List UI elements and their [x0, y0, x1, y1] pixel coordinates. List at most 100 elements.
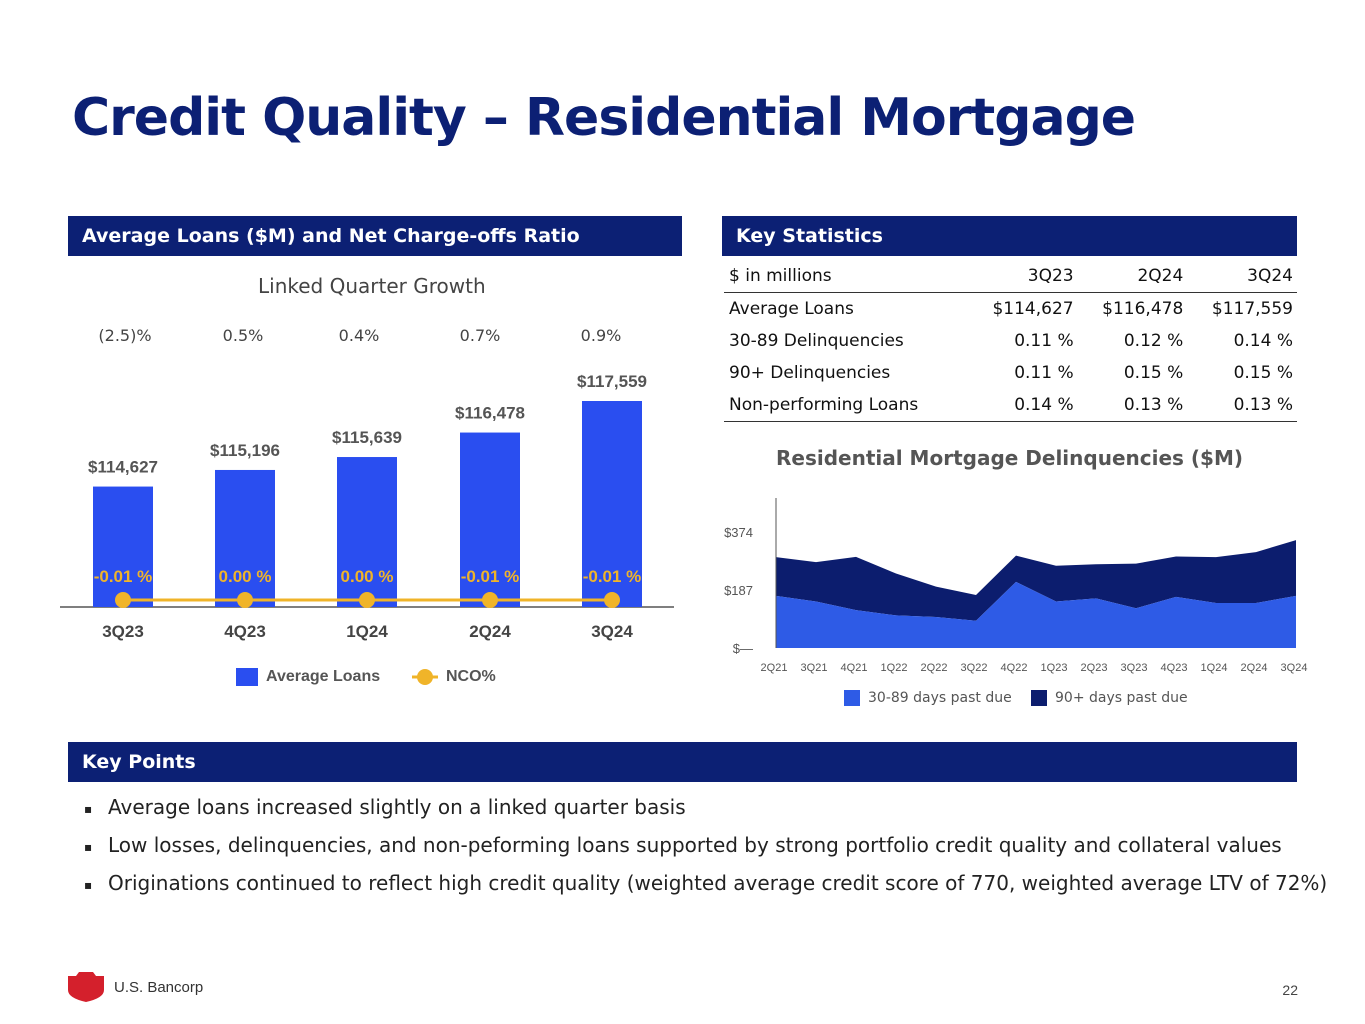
area-30-89-days	[776, 581, 1296, 648]
bar-average-loans	[460, 432, 520, 607]
x-tick-label: 1Q23	[1041, 662, 1068, 674]
table-row: 90+ Delinquencies 0.11 % 0.15 % 0.15 %	[724, 357, 1297, 389]
y-tick-label: $—	[733, 641, 753, 656]
list-item-text: Originations continued to reflect high c…	[108, 871, 1328, 895]
list-item-text: Average loans increased slightly on a li…	[108, 795, 686, 819]
key-points-list: ▪ Average loans increased slightly on a l…	[84, 794, 1327, 908]
table-cell: $117,559	[1211, 299, 1293, 319]
nco-value-label: -0.01 %	[583, 567, 642, 586]
legend-swatch-30-89	[844, 690, 860, 706]
growth-label: 0.7%	[459, 326, 501, 345]
x-tick-label: 4Q21	[841, 662, 868, 674]
x-tick-label: 2Q21	[761, 662, 788, 674]
bar-average-loans	[93, 486, 153, 607]
x-tick-label: 2Q24	[469, 622, 511, 641]
legend-nco: NCO%	[412, 668, 496, 686]
chart-title-linked-quarter-growth: Linked Quarter Growth	[258, 274, 486, 298]
table-cell: Average Loans	[729, 299, 854, 319]
table-cell: 0.14 %	[1233, 331, 1293, 351]
bullet: ▪	[84, 839, 93, 854]
x-tick-label: 2Q22	[921, 662, 948, 674]
x-tick-label: 4Q22	[1001, 662, 1028, 674]
y-tick-label: $187	[724, 583, 753, 598]
nco-point	[237, 592, 253, 608]
bullet: ▪	[84, 801, 93, 816]
nco-value-label: -0.01 %	[94, 567, 153, 586]
nco-point	[604, 592, 620, 608]
bar-value-label: $116,478	[455, 404, 525, 423]
growth-label: 0.9%	[580, 326, 622, 345]
nco-value-label: 0.00 %	[219, 567, 272, 586]
logo-text: U.S. Bancorp	[114, 978, 204, 996]
table-cell: 0.11 %	[1014, 331, 1074, 351]
table-header: 2Q24	[1077, 260, 1188, 293]
x-tick-label: 3Q24	[1281, 662, 1308, 674]
table-row: 30-89 Delinquencies 0.11 % 0.12 % 0.14 %	[724, 325, 1297, 357]
table-header: $ in millions	[724, 260, 968, 293]
legend-30-89: 30-89 days past due	[844, 690, 1012, 706]
x-tick-label: 4Q23	[224, 622, 266, 641]
bar-average-loans	[582, 401, 642, 607]
x-tick-label: 1Q24	[1201, 662, 1228, 674]
table-cell: $114,627	[992, 299, 1074, 319]
x-tick-label: 3Q23	[1121, 662, 1148, 674]
bar-value-label: $115,639	[332, 428, 402, 447]
table-cell: 0.14 %	[967, 389, 1078, 422]
legend-label-30-89: 30-89 days past due	[868, 690, 1012, 706]
x-tick-label: 3Q22	[961, 662, 988, 674]
section-header-key-statistics: Key Statistics	[722, 216, 1297, 256]
table-header: 3Q23	[967, 260, 1078, 293]
table-cell: 0.11 %	[1014, 363, 1074, 383]
average-loans-bar-chart: $114,627 3Q23 $115,196 4Q23 $115,639 1Q24 $116…	[60, 372, 674, 641]
growth-label: 0.5%	[222, 326, 264, 345]
legend-label-average-loans: Average Loans	[266, 668, 381, 685]
table-row: Non-performing Loans 0.14 % 0.13 % 0.13 …	[724, 389, 1297, 422]
bar-value-label: $115,196	[210, 441, 280, 460]
legend-90-plus: 90+ days past due	[1031, 690, 1188, 706]
table-cell: 0.12 %	[1123, 331, 1184, 351]
legend-swatch-90-plus	[1031, 690, 1047, 706]
x-tick-label: 1Q22	[881, 662, 908, 674]
table-cell: 0.15 %	[1233, 363, 1293, 383]
list-item: ▪ Low losses, delinquencies, and non-pefo…	[84, 832, 1327, 870]
x-tick-label: 3Q24	[591, 622, 633, 641]
table-cell: 30-89 Delinquencies	[729, 331, 904, 351]
nco-value-label: 0.00 %	[341, 567, 394, 586]
list-item: ▪ Originations continued to reflect high …	[84, 870, 1327, 908]
nco-point	[115, 592, 131, 608]
page-number: 22	[1282, 982, 1298, 998]
legend-marker-nco	[412, 669, 438, 685]
bar-value-label: $117,559	[577, 372, 647, 391]
table-header-row: $ in millions 3Q23 2Q24 3Q24	[724, 260, 1297, 293]
legend-label-90-plus: 90+ days past due	[1055, 690, 1188, 706]
table-cell: 0.13 %	[1187, 389, 1297, 422]
list-item-text: Low losses, delinquencies, and non-pefor…	[108, 833, 1282, 857]
section-header-loans: Average Loans ($M) and Net Charge-offs R…	[68, 216, 682, 256]
bullet: ▪	[84, 877, 93, 892]
x-tick-label: 4Q23	[1161, 662, 1188, 674]
key-statistics-table: $ in millions 3Q23 2Q24 3Q24 Average Loa…	[724, 260, 1297, 422]
list-item: ▪ Average loans increased slightly on a l…	[84, 794, 1327, 832]
bar-average-loans	[215, 469, 275, 607]
y-tick-label: $374	[724, 525, 753, 540]
growth-label: 0.4%	[338, 326, 380, 345]
growth-label: (2.5)%	[98, 326, 152, 345]
table-cell: $116,478	[1102, 299, 1184, 319]
table-cell: Non-performing Loans	[724, 389, 968, 422]
nco-point	[482, 592, 498, 608]
table-cell: 90+ Delinquencies	[729, 363, 891, 383]
x-tick-label: 3Q21	[801, 662, 828, 674]
section-header-key-points: Key Points	[68, 742, 1297, 782]
x-tick-label: 2Q24	[1241, 662, 1268, 674]
table-cell: 0.15 %	[1123, 363, 1184, 383]
shield-logo-icon	[68, 972, 104, 1002]
area-90-plus-days	[776, 540, 1296, 621]
page-title: Credit Quality – Residential Mortgage	[72, 88, 1136, 148]
legend-label-nco: NCO%	[446, 668, 496, 685]
chart-title-delinquencies: Residential Mortgage Delinquencies ($M)	[775, 446, 1243, 470]
bar-average-loans	[337, 457, 397, 607]
logo: U.S. Bancorp	[68, 972, 203, 1002]
table-cell: 0.13 %	[1077, 389, 1188, 422]
legend-swatch-average-loans	[236, 668, 258, 686]
bar-value-label: $114,627	[88, 458, 158, 477]
